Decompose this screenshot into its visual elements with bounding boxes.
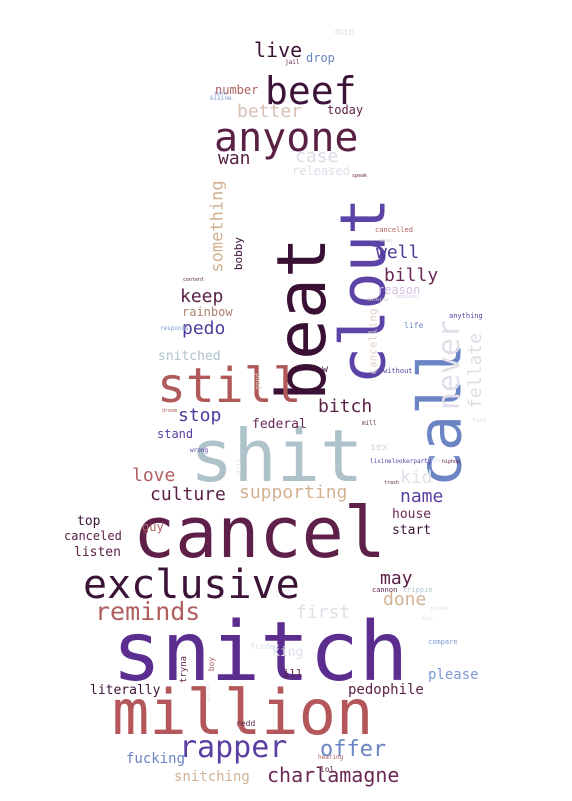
word-cancel: cancel	[133, 492, 386, 574]
word-offer: offer	[320, 737, 387, 762]
word-cannon: cannon	[372, 586, 398, 594]
word-reason: reason	[377, 283, 421, 297]
word-supporting: supporting	[239, 482, 348, 503]
word-good: good	[253, 373, 262, 390]
word-something: something	[207, 180, 228, 273]
word-ill: ill	[283, 667, 303, 680]
word-hiphop: hiphop	[442, 459, 461, 465]
word-tryna: tryna	[179, 655, 190, 684]
word-canceled: canceled	[64, 529, 122, 543]
word-snitch: snitch	[112, 605, 409, 700]
word-boy: boy	[207, 656, 217, 672]
word-trash: trash	[384, 480, 400, 486]
word-redd: redd	[236, 719, 256, 728]
word-literally: literally	[90, 683, 161, 698]
word-done: done	[383, 589, 427, 610]
word-start: start	[392, 523, 432, 538]
word-shit: shit	[190, 414, 364, 498]
word-love: love	[132, 465, 176, 486]
word-cancelling: cancelling	[366, 308, 380, 375]
word-top: top	[77, 514, 101, 529]
word-guy: guy	[142, 520, 164, 534]
word-ight: ight	[214, 91, 227, 97]
word-bitch: bitch	[318, 396, 373, 417]
word-talking: talking	[367, 297, 389, 303]
word-worth: worth	[205, 683, 213, 703]
word-life: life	[404, 321, 424, 330]
word-stop: stop	[178, 405, 222, 426]
word-wrong: wrong	[190, 447, 209, 454]
word-6ixine: 6ixine	[210, 95, 232, 102]
word-name: name	[400, 486, 444, 507]
word-keep: keep	[180, 286, 224, 307]
word-snitched: snitched	[158, 349, 221, 364]
word-bobby: bobby	[232, 236, 246, 271]
word-mill: mill	[362, 420, 377, 427]
word-reminds: reminds	[95, 597, 201, 626]
word-compare: compare	[428, 638, 458, 646]
word-lol: lol	[320, 765, 335, 774]
word-rainbow: rainbow	[182, 305, 233, 319]
word-pedophile: pedophile	[348, 682, 424, 698]
word-case: case	[295, 146, 339, 167]
word-dream: dream	[162, 408, 178, 414]
word-speak: speak	[352, 173, 368, 179]
word-first: first	[296, 602, 351, 623]
word-snitching: snitching	[174, 769, 250, 785]
word-released: released	[292, 164, 350, 178]
word-ixine: ixine	[423, 457, 442, 464]
word-today: today	[327, 103, 364, 117]
word-lixinelookerparty: lixinelookerparty	[370, 458, 432, 465]
word-explain: explain	[397, 294, 419, 300]
word-million: million	[112, 676, 374, 749]
word-content: content	[183, 277, 205, 283]
word-responds: responds	[160, 325, 189, 332]
word-please: please	[428, 667, 479, 683]
word-live: live	[254, 38, 303, 62]
word-jail: jail	[285, 59, 300, 66]
word-pedo: pedo	[182, 318, 226, 339]
word-number: number	[215, 83, 259, 97]
word-anything: anything	[449, 312, 483, 320]
word-inside: inside	[430, 606, 449, 612]
word-culture: culture	[150, 484, 226, 505]
word-fellate: fellate	[464, 333, 486, 409]
word-beef: beef	[265, 69, 357, 113]
word-anyone: anyone	[214, 115, 359, 161]
word-friday: friday	[250, 642, 279, 651]
word-never: never	[432, 319, 468, 411]
word-dick: dick	[421, 616, 434, 622]
word-federal: federal	[252, 417, 307, 432]
word-cancelled: cancelled	[375, 226, 413, 234]
word-wan: wan	[218, 148, 251, 169]
word-may: may	[380, 568, 413, 589]
word-king: king	[272, 645, 304, 660]
word-rapper: rapper	[179, 730, 288, 765]
word-better: better	[237, 101, 303, 122]
word-dead: dead	[380, 238, 393, 244]
word-drop: drop	[306, 51, 335, 65]
word-house: house	[392, 507, 432, 522]
word-well: well	[376, 242, 420, 263]
word-exclusive: exclusive	[83, 562, 300, 608]
word-hearing: hearing	[318, 754, 344, 761]
word-without: without	[383, 367, 413, 375]
word-sex: sex	[370, 442, 389, 453]
word-charlamagne: charlamagne	[267, 763, 400, 787]
word-billy: billy	[384, 265, 439, 286]
word-trippie: trippie	[403, 586, 433, 594]
word-still: still	[157, 358, 302, 414]
word-man: man	[335, 25, 355, 38]
word-w: w	[322, 364, 329, 375]
word-fucking: fucking	[126, 751, 186, 767]
word-still-small: still	[236, 458, 244, 478]
word-listen: listen	[74, 545, 121, 560]
word-kid: kid	[400, 467, 433, 488]
word-fuck: fuck	[472, 417, 487, 424]
word-stand: stand	[157, 427, 194, 441]
